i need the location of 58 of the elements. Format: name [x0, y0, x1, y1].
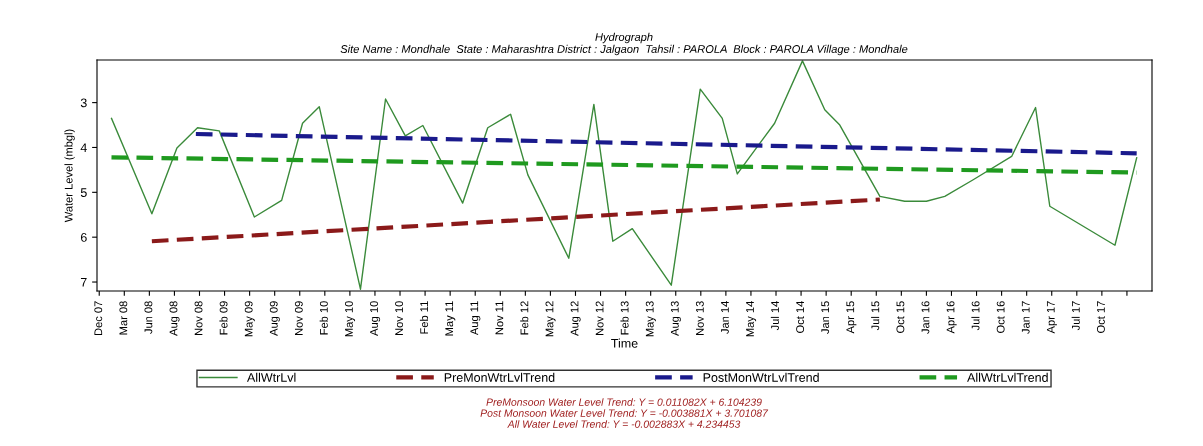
x-tick-label: Aug 08 — [169, 301, 180, 336]
text: All Water Level Trend: Y = -0.002883X + 4.234453 — [507, 420, 741, 428]
x-tick-label: May 12 — [545, 301, 556, 337]
y-axis-title: Water Level (mbgl) — [64, 129, 75, 223]
x-tick-label: Aug 12 — [570, 301, 581, 336]
x-tick-label: May 14 — [746, 301, 757, 337]
y-tick-label: 4 — [80, 143, 87, 152]
x-tick-label: Apr 15 — [846, 301, 857, 334]
x-tick-label: Aug 13 — [670, 301, 681, 336]
text: PreMonsoon Water Level Trend: Y = 0.011082X + 6.104239 — [486, 398, 762, 406]
x-tick-label: May 09 — [244, 301, 255, 337]
x-tick-label: Feb 12 — [520, 301, 529, 335]
x-tick-label: Oct 17 — [1096, 301, 1105, 333]
y-tick-label: 7 — [80, 277, 87, 287]
y-tick-label: 5 — [80, 188, 87, 197]
x-tick-label: Jan 14 — [721, 301, 729, 334]
x-tick-label: Nov 10 — [395, 301, 403, 336]
x-tick-label: Jan 15 — [821, 301, 830, 334]
x-tick-label: Jul 14 — [770, 301, 779, 331]
x-tick-label: Nov 09 — [294, 301, 303, 336]
text: Post Monsoon Water Level Trend: Y = -0.003881X + 3.701087 — [480, 409, 769, 417]
x-tick-label: Jan 16 — [921, 301, 930, 334]
x-tick-label: Jul 16 — [971, 301, 980, 331]
x-tick-label: Aug 09 — [269, 301, 280, 336]
legend-label: AllWtrLvlTrend — [967, 372, 1048, 382]
x-tick-label: Apr 16 — [946, 301, 957, 334]
chart-subtitle: Site Name : Mondhale State : Maharashtra District : Jalgaon Tahsil : PAROLA Block : PAROLA Village : Mondhale — [340, 44, 908, 56]
x-tick-label: Feb 13 — [620, 301, 629, 335]
x-tick-label: May 10 — [345, 301, 356, 337]
x-tick-label: Apr 17 — [1046, 301, 1057, 334]
x-tick-label: Oct 15 — [896, 301, 905, 333]
legend-label: PostMonWtrLvlTrend — [703, 372, 819, 382]
x-tick-label: Nov 13 — [695, 301, 704, 336]
y-tick-label: 6 — [80, 232, 87, 242]
x-tick-label: Oct 14 — [796, 301, 805, 333]
x-tick-label: Jun 08 — [144, 301, 153, 334]
x-tick-label: Dec 07 — [94, 301, 103, 336]
x-axis-title: Time — [611, 338, 638, 348]
x-tick-label: Jul 15 — [871, 301, 880, 331]
x-tick-label: Nov 08 — [194, 301, 203, 336]
x-tick-label: Jan 17 — [1021, 301, 1030, 334]
x-tick-label: Feb 10 — [319, 301, 328, 335]
x-tick-label: Feb 09 — [219, 301, 228, 335]
legend-label: PreMonWtrLvlTrend — [444, 372, 555, 382]
y-tick-label: 3 — [80, 98, 87, 108]
x-tick-label: Feb 11 — [419, 301, 429, 334]
x-tick-label: Nov 12 — [595, 301, 604, 336]
legend-label: AllWtrLvl — [246, 372, 296, 382]
line-series — [110, 60, 1138, 290]
x-tick-label: Nov 11 — [495, 301, 504, 335]
x-tick-label: Oct 16 — [996, 301, 1005, 333]
x-tick-label: May 13 — [645, 301, 656, 337]
x-tick-label: Jul 17 — [1071, 301, 1080, 331]
chart-title: Hydrograph — [595, 32, 653, 44]
x-tick-label: May 11 — [445, 301, 456, 336]
x-tick-label: Aug 11 — [470, 301, 481, 336]
x-tick-label: Aug 10 — [370, 301, 381, 336]
x-tick-label: Mar 08 — [119, 301, 128, 335]
